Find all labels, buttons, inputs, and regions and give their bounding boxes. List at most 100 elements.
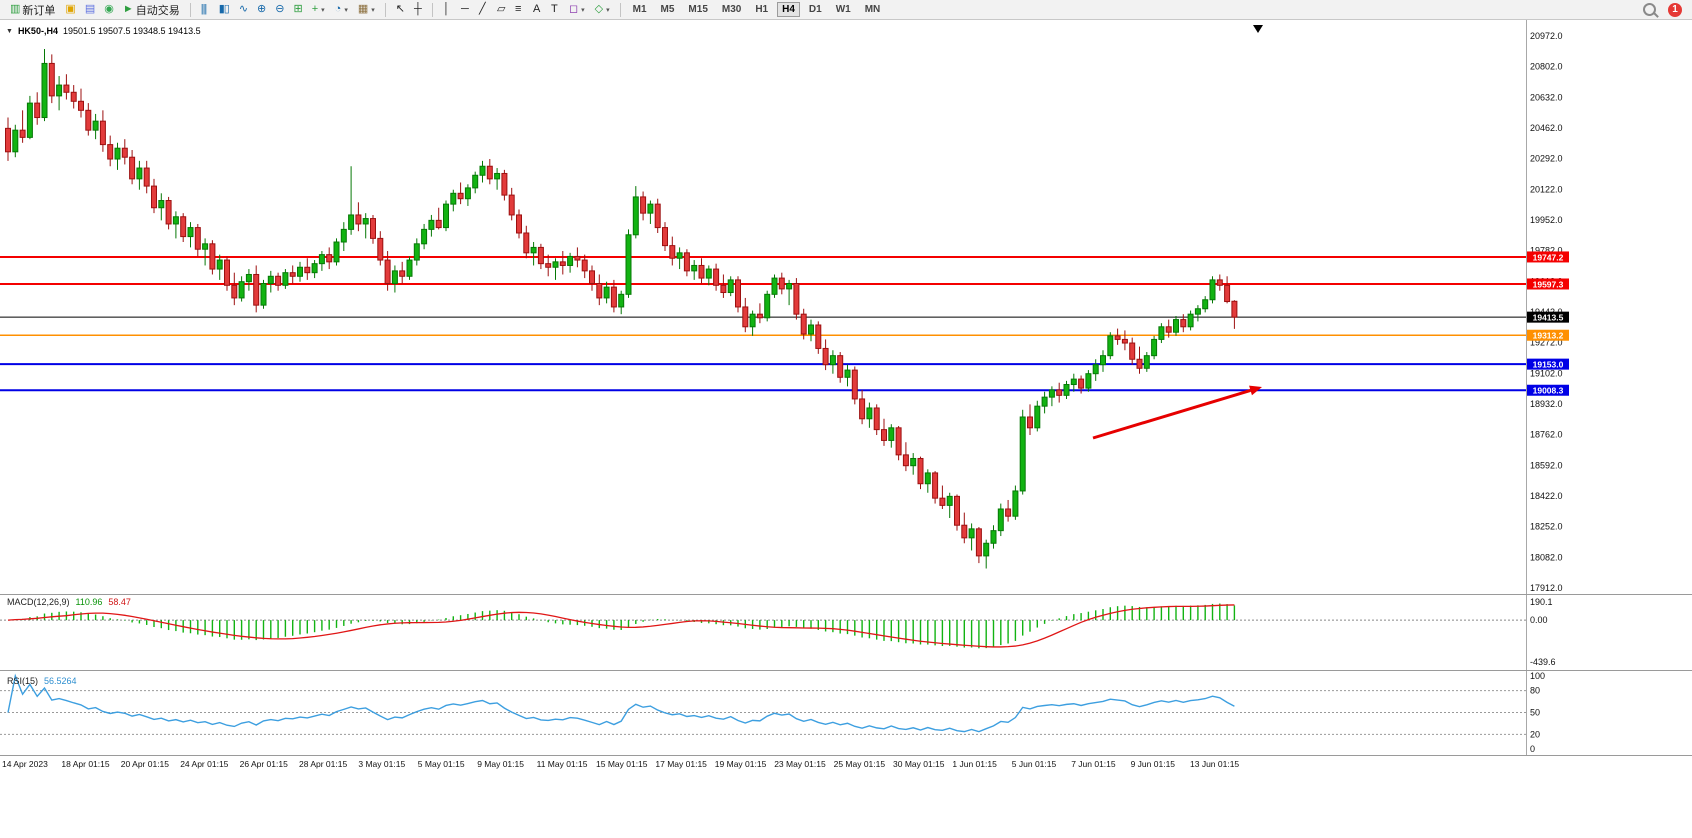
timeframe-m15[interactable]: M15 [683,2,712,17]
zoom-in-button[interactable]: ⊕ [253,2,269,18]
fibonacci-icon: ≡ [514,3,522,15]
alerts-icon: ▣ [65,3,75,15]
tile-windows-icon: ⊞ [293,3,302,15]
arrows-button[interactable]: ◇ ▾ [591,2,614,18]
mailbox-button[interactable]: ▤ [81,2,98,18]
svg-text:0.00: 0.00 [1530,615,1548,625]
shapes-button[interactable]: ◻ ▾ [565,2,589,18]
horizontal-line-button[interactable]: ─ [457,2,473,18]
svg-text:3 May 01:15: 3 May 01:15 [358,759,405,769]
crosshair-icon: ┼ [413,3,422,15]
zoom-out-button[interactable]: ⊖ [271,2,287,18]
channel-button[interactable]: ▱ [493,2,509,18]
toolbar-separator [384,2,386,17]
templates-button[interactable]: ▦ ▾ [354,2,379,18]
chart-canvas[interactable]: 20972.0 20802.0 20632.0 20462.0 20292.0 20122… [0,20,1692,838]
rsi-level-lines [0,690,1526,735]
bar-chart-button[interactable]: ||| [197,2,213,18]
rsi-label: RSI(15) 56.5264 [7,676,77,686]
channel-icon: ▱ [496,3,506,15]
cursor-icon: ↖ [395,3,405,15]
svg-text:11 May 01:15: 11 May 01:15 [537,759,588,769]
cursor-button[interactable]: ↖ [392,2,408,18]
trend-arrow[interactable] [1092,385,1262,440]
periods-button[interactable]: ◔ ▾ [331,2,352,18]
new-order-button[interactable]: ▥ 新订单 [6,2,59,18]
svg-text:9 May 01:15: 9 May 01:15 [477,759,524,769]
dropdown-caret-icon: ▾ [344,6,348,14]
svg-text:28 Apr 01:15: 28 Apr 01:15 [299,759,347,769]
trendline-button[interactable]: ╱ [475,2,491,18]
svg-text:7 Jun 01:15: 7 Jun 01:15 [1071,759,1116,769]
svg-text:18422.0: 18422.0 [1530,491,1563,501]
timeframe-m1[interactable]: M1 [628,2,652,17]
macd-histogram [14,603,1236,649]
svg-text:19782.0: 19782.0 [1530,246,1563,256]
svg-text:19597.3: 19597.3 [1533,279,1564,289]
dropdown-caret-icon: ▾ [606,6,610,14]
svg-text:17912.0: 17912.0 [1530,583,1563,593]
arrows-icon: ◇ [594,3,604,15]
refresh-icon: ◉ [104,3,114,15]
timeframe-mn[interactable]: MN [860,2,886,17]
svg-text:13 Jun 01:15: 13 Jun 01:15 [1190,759,1239,769]
svg-text:23 May 01:15: 23 May 01:15 [774,759,826,769]
new-order-button-label: 新订单 [22,4,56,17]
text-label-icon: T [550,3,558,15]
timeframe-h4[interactable]: H4 [777,2,800,17]
zoom-out-icon: ⊖ [275,3,284,15]
toolbar-separator [431,2,433,17]
crosshair-button[interactable]: ┼ [410,2,426,18]
svg-text:18592.0: 18592.0 [1530,460,1563,470]
svg-text:190.1: 190.1 [1530,597,1553,607]
candlestick-chart-button[interactable]: ▮▯ [215,2,233,18]
svg-text:20972.0: 20972.0 [1530,31,1563,41]
time-axis: 14 Apr 2023 18 Apr 01:15 20 Apr 01:15 24 Ap… [2,759,1239,769]
line-chart-button[interactable]: ∿ [235,2,251,18]
svg-text:100: 100 [1530,671,1545,681]
notification-badge[interactable]: 1 [1668,2,1682,17]
timeframe-m5[interactable]: M5 [656,2,680,17]
svg-text:17 May 01:15: 17 May 01:15 [655,759,707,769]
autotrading-icon: ► [122,3,134,15]
search-icon[interactable] [1643,3,1656,16]
vertical-line-button[interactable]: │ [439,2,455,18]
tile-windows-button[interactable]: ⊞ [289,2,305,18]
svg-text:15 May 01:15: 15 May 01:15 [596,759,648,769]
mailbox-icon: ▤ [84,3,95,15]
refresh-button[interactable]: ◉ [100,2,117,18]
add-indicator-button[interactable]: + ▾ [308,2,329,18]
rsi-axis: 100 80 50 20 0 [1530,671,1545,754]
timeframe-d1[interactable]: D1 [804,2,827,17]
autotrading-button[interactable]: ► 自动交易 [119,2,184,18]
chart-title: ▼ HK50-,H4 19501.5 19507.5 19348.5 19413… [6,26,201,36]
line-chart-icon: ∿ [238,3,248,15]
svg-text:30 May 01:15: 30 May 01:15 [893,759,945,769]
timeframe-h1[interactable]: H1 [750,2,773,17]
svg-text:20632.0: 20632.0 [1530,92,1563,102]
svg-text:18082.0: 18082.0 [1530,552,1563,562]
dropdown-caret-icon: ▾ [581,6,585,14]
zoom-in-icon: ⊕ [257,3,266,15]
svg-text:19102.0: 19102.0 [1530,368,1563,378]
fibonacci-button[interactable]: ≡ [511,2,527,18]
chart-ohlc-values: 19501.5 19507.5 19348.5 19413.5 [62,26,201,36]
svg-text:19 May 01:15: 19 May 01:15 [715,759,767,769]
text-button[interactable]: A [529,2,545,18]
svg-text:20462.0: 20462.0 [1530,123,1563,133]
alerts-button[interactable]: ▣ [61,2,78,18]
timeframe-m30[interactable]: M30 [717,2,746,17]
svg-text:20802.0: 20802.0 [1530,62,1563,72]
toolbar: ▥ 新订单 ▣ ▤ ◉ ► 自动交易 ||| ▮▯ ∿ ⊕ ⊖ ⊞ + ▾ ◔ ▾ ▦ ▾ ↖ ┼ │ ─ ╱ ▱ ≡ A T ◻ ▾ ◇ ▾… [0,0,1692,20]
svg-text:19313.2: 19313.2 [1533,331,1564,341]
svg-text:19747.2: 19747.2 [1533,252,1564,262]
text-label-button[interactable]: T [547,2,563,18]
timeframe-w1[interactable]: W1 [831,2,856,17]
svg-text:20: 20 [1530,729,1540,739]
horizontal-line-icon: ─ [460,3,469,15]
chart-collapse-icon[interactable]: ▼ [6,27,13,35]
toolbar-items: ▥ 新订单 ▣ ▤ ◉ ► 自动交易 ||| ▮▯ ∿ ⊕ ⊖ ⊞ + ▾ ◔ ▾ ▦ ▾ ↖ ┼ │ ─ ╱ ▱ ≡ A T ◻ ▾ ◇ ▾… [6,2,886,18]
dropdown-caret-icon: ▾ [371,6,375,14]
svg-text:0: 0 [1530,744,1535,754]
svg-text:9 Jun 01:15: 9 Jun 01:15 [1131,759,1176,769]
